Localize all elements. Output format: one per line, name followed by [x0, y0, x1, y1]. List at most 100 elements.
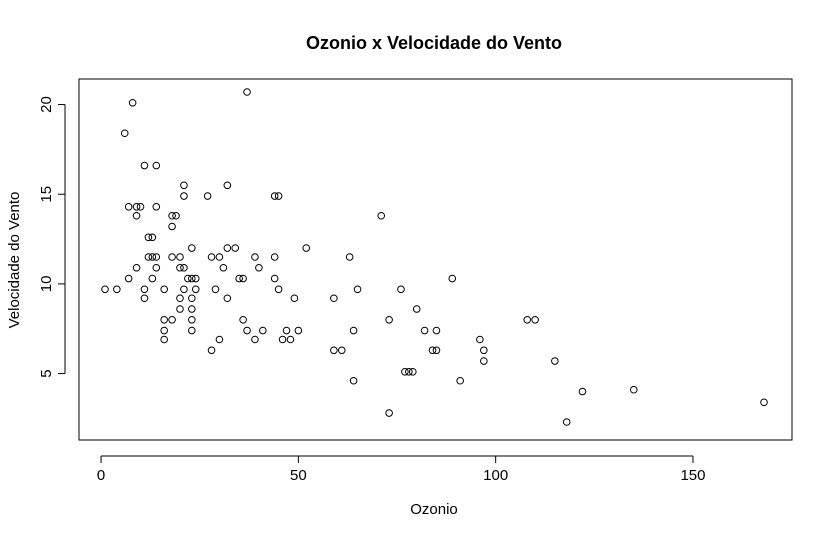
data-point: [124, 202, 133, 211]
data-point: [152, 202, 161, 211]
data-point: [152, 253, 161, 261]
data-point: [290, 294, 299, 303]
x-tick-label: 50: [290, 467, 307, 484]
data-point: [132, 202, 141, 211]
data-point: [148, 274, 157, 283]
data-point: [223, 244, 232, 252]
data-point: [408, 367, 417, 376]
data-point: [270, 192, 279, 200]
y-tick-label: 10: [38, 276, 55, 293]
data-point: [223, 181, 232, 190]
data-point: [274, 192, 283, 200]
data-point: [152, 161, 161, 170]
data-point: [184, 274, 192, 283]
data-point: [211, 285, 220, 294]
data-point: [176, 305, 184, 313]
data-point: [215, 335, 224, 344]
data-point: [629, 385, 638, 394]
data-point: [188, 305, 196, 313]
data-point: [330, 294, 338, 303]
data-point: [168, 222, 176, 231]
data-point: [239, 274, 247, 283]
plot-frame: [78, 78, 793, 441]
data-point: [330, 346, 338, 355]
y-tick-label: 20: [38, 96, 55, 113]
data-point: [353, 285, 362, 294]
data-point: [140, 285, 149, 294]
data-point: [349, 326, 358, 335]
data-point: [385, 315, 393, 324]
data-point: [191, 285, 200, 294]
data-point: [231, 244, 240, 252]
data-point: [160, 335, 168, 344]
data-point: [405, 367, 413, 376]
data-point: [480, 346, 488, 355]
data-point: [144, 233, 153, 242]
data-point: [203, 192, 212, 200]
y-tick-label: 5: [38, 369, 55, 377]
data-point: [432, 326, 441, 335]
x-tick-label: 150: [680, 467, 705, 484]
data-point: [578, 387, 587, 396]
y-axis-label: Velocidade do Vento: [6, 192, 23, 329]
data-point: [188, 326, 196, 335]
data-point: [219, 263, 228, 272]
data-point: [349, 376, 358, 385]
data-point: [176, 253, 184, 261]
data-point: [251, 335, 259, 344]
data-point: [302, 244, 311, 252]
data-point: [152, 263, 161, 272]
data-point: [278, 335, 287, 344]
x-tick-label: 0: [97, 467, 105, 484]
data-point: [274, 285, 283, 294]
data-point: [113, 285, 121, 294]
data-point: [255, 263, 263, 272]
data-points: [101, 88, 768, 426]
data-point: [172, 211, 180, 220]
data-point: [160, 285, 168, 294]
data-point: [270, 253, 279, 261]
data-point: [180, 181, 188, 190]
y-axis: 5 10 15 20: [38, 96, 66, 378]
data-point: [243, 88, 251, 96]
x-axis-label: Ozonio: [410, 501, 458, 518]
data-point: [168, 253, 176, 261]
data-point: [251, 253, 259, 261]
x-axis: 0 50 100 150: [97, 455, 705, 484]
data-point: [168, 211, 176, 220]
data-point: [132, 263, 141, 272]
data-point: [432, 346, 441, 355]
data-point: [148, 233, 157, 242]
data-point: [140, 294, 149, 303]
data-point: [282, 326, 291, 335]
data-point: [420, 326, 429, 335]
data-point: [132, 211, 141, 220]
data-point: [760, 398, 768, 407]
data-point: [148, 253, 157, 261]
data-point: [562, 418, 571, 426]
chart-title: Ozonio x Velocidade do Vento: [306, 33, 562, 53]
y-tick-label: 15: [38, 186, 55, 203]
data-point: [223, 294, 232, 303]
data-point: [180, 285, 188, 294]
data-point: [101, 285, 109, 294]
data-point: [188, 315, 196, 324]
data-point: [480, 357, 488, 365]
data-point: [259, 326, 267, 335]
data-point: [294, 326, 303, 335]
data-point: [188, 244, 196, 252]
data-point: [188, 294, 196, 303]
data-point: [191, 274, 200, 283]
data-point: [140, 161, 149, 170]
data-point: [235, 274, 243, 283]
data-point: [188, 274, 196, 283]
data-point: [377, 211, 386, 220]
data-point: [124, 274, 133, 283]
data-point: [215, 253, 224, 261]
data-point: [476, 335, 484, 344]
data-point: [428, 346, 437, 355]
data-point: [286, 335, 295, 344]
data-point: [448, 274, 457, 283]
data-point: [551, 357, 559, 365]
